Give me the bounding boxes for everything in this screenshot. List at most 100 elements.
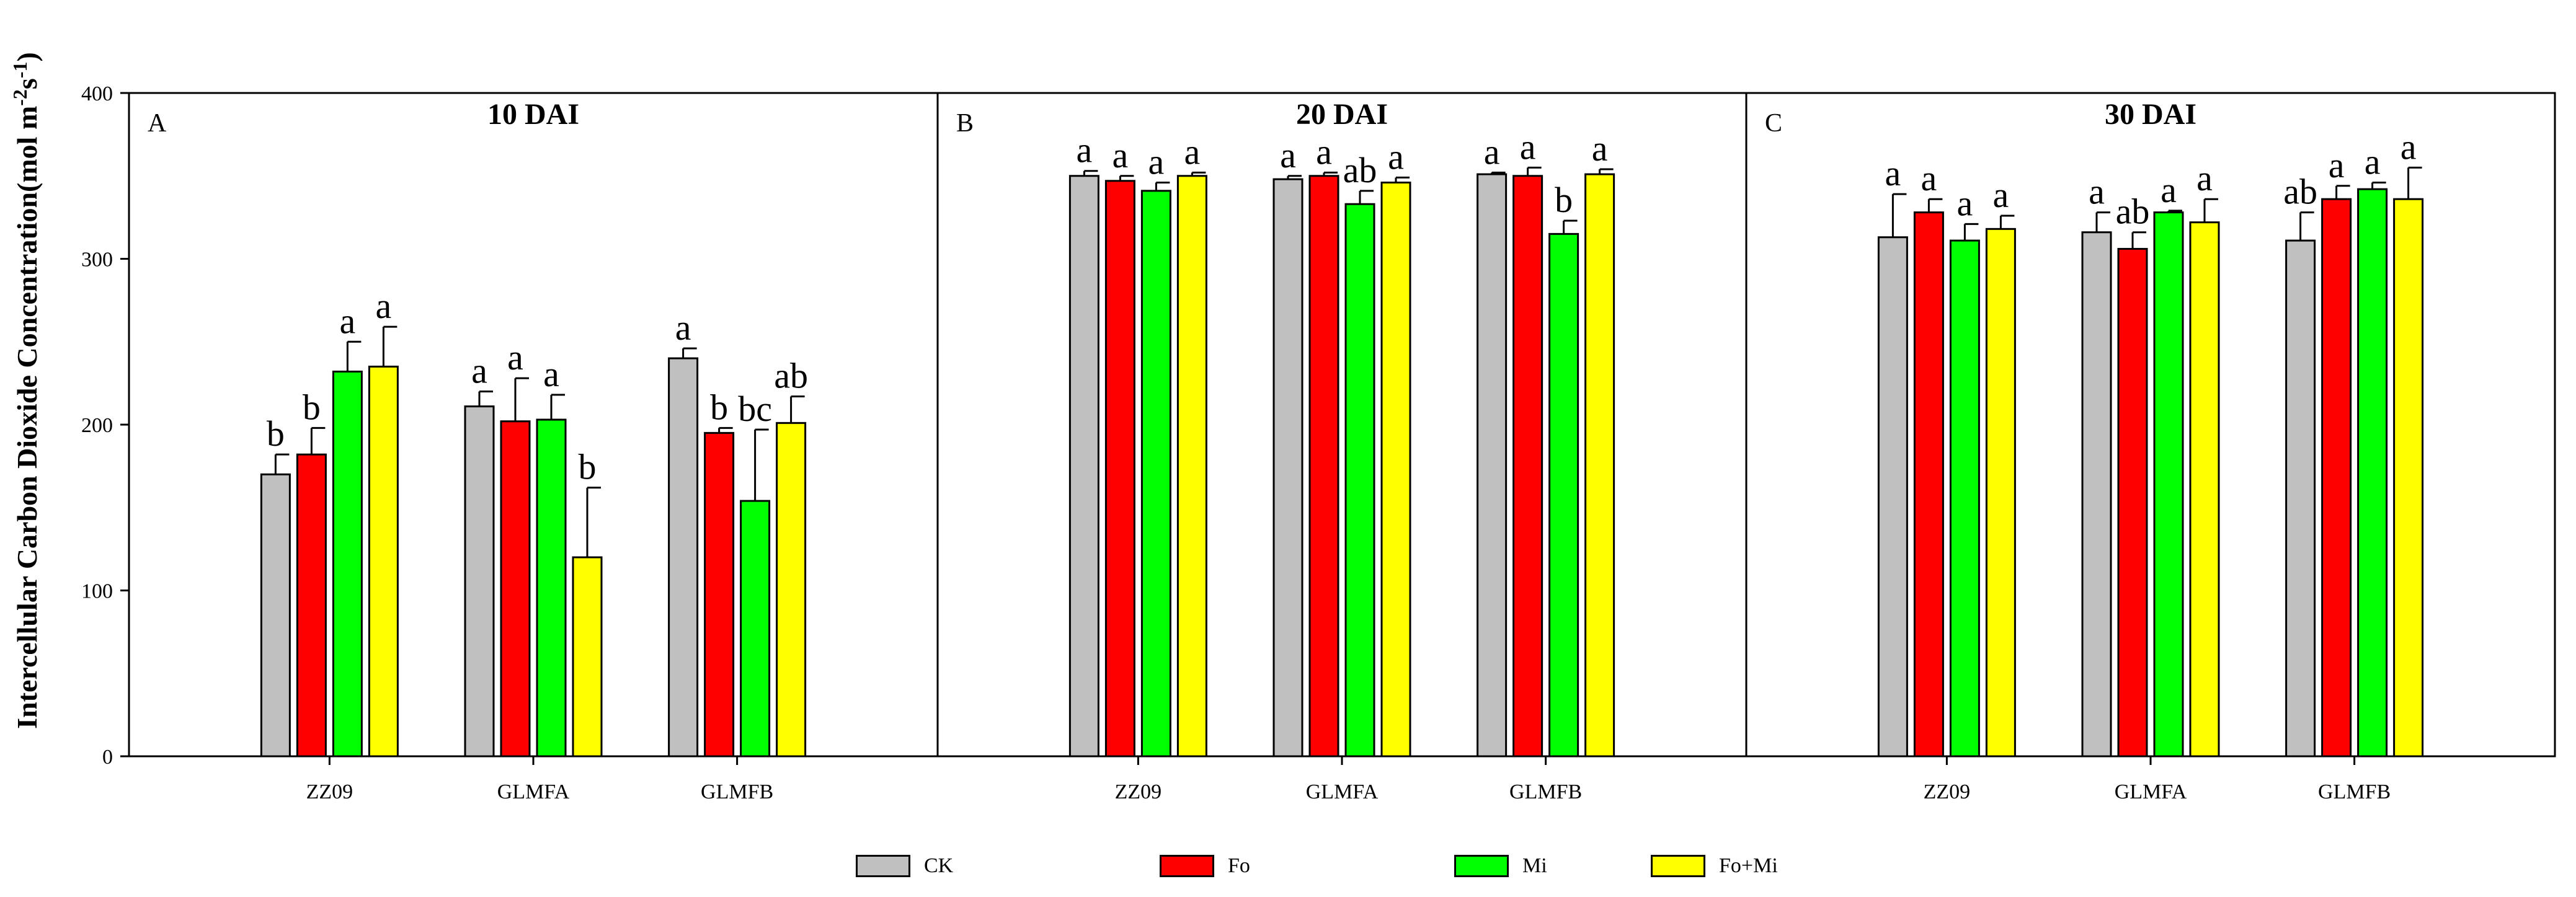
significance-letter: b xyxy=(710,387,728,427)
panel-title: 10 DAI xyxy=(487,98,579,131)
significance-letter: a xyxy=(507,337,523,378)
y-tick-label: 200 xyxy=(81,414,113,437)
significance-letter: a xyxy=(1957,183,1973,223)
significance-letter: b xyxy=(267,413,285,454)
bar xyxy=(2189,221,2220,758)
significance-letter: a xyxy=(1316,131,1332,172)
bar xyxy=(2117,247,2148,758)
significance-letter: a xyxy=(1520,126,1536,167)
bar xyxy=(260,473,291,758)
y-tick-label: 300 xyxy=(81,249,113,272)
legend-item-fo-mi: Fo+Mi xyxy=(1651,851,1778,882)
bar xyxy=(296,453,327,758)
x-tick-label: GLMFA xyxy=(497,780,570,803)
bar xyxy=(572,556,603,758)
bar xyxy=(1877,236,1908,758)
significance-letter: a xyxy=(543,354,559,394)
x-tick-label: GLMFB xyxy=(1509,780,1582,803)
bar xyxy=(1512,175,1543,758)
bar xyxy=(500,420,531,758)
bar xyxy=(1104,180,1135,758)
x-tick-label: ZZ09 xyxy=(1115,780,1162,803)
bar xyxy=(704,431,735,758)
panel-title: 30 DAI xyxy=(2105,98,2196,131)
legend-swatch-fo-mi xyxy=(1651,855,1705,877)
x-tick-label: GLMFB xyxy=(701,780,773,803)
significance-letter: b xyxy=(303,387,321,427)
bar xyxy=(740,500,771,758)
panel-letter: A xyxy=(148,109,167,138)
significance-letter: a xyxy=(2196,158,2213,198)
x-tick-label: ZZ09 xyxy=(1924,780,1971,803)
legend-label-fo-mi: Fo+Mi xyxy=(1719,854,1778,877)
significance-letter: a xyxy=(376,286,392,326)
significance-letter: a xyxy=(2365,141,2381,182)
bar xyxy=(1913,211,1944,758)
bar xyxy=(1176,175,1207,758)
significance-letter: b xyxy=(1555,180,1573,220)
significance-letter: a xyxy=(1113,135,1129,175)
significance-letter: bc xyxy=(738,389,772,429)
bar xyxy=(2393,198,2424,758)
significance-letter: a xyxy=(1484,131,1500,172)
significance-letter: a xyxy=(1885,153,1901,193)
significance-letter: a xyxy=(1280,135,1296,175)
bar xyxy=(1272,178,1304,758)
y-tick-label: 100 xyxy=(81,580,113,603)
y-axis-label: Intercellular Carbon Dioxide Concentrati… xyxy=(8,52,43,729)
bar xyxy=(1584,173,1615,758)
significance-letter: a xyxy=(1388,136,1404,177)
bar xyxy=(1548,232,1579,758)
significance-letter: a xyxy=(675,307,691,348)
legend-label-mi: Mi xyxy=(1522,854,1547,877)
significance-letter: a xyxy=(1184,131,1201,172)
significance-letter: a xyxy=(340,301,356,341)
significance-letter: ab xyxy=(1343,150,1377,190)
x-tick-label: ZZ09 xyxy=(306,780,353,803)
legend-item-fo: Fo xyxy=(1160,851,1250,882)
bar xyxy=(1344,203,1375,758)
x-tick-label: GLMFB xyxy=(2318,780,2391,803)
bar xyxy=(1380,181,1411,758)
bar xyxy=(1308,175,1339,758)
bar xyxy=(776,422,807,758)
bar xyxy=(2153,211,2184,758)
significance-letter: b xyxy=(579,447,597,487)
x-tick-label: GLMFA xyxy=(1306,780,1379,803)
significance-letter: a xyxy=(1993,175,2009,215)
legend-swatch-ck xyxy=(856,855,910,877)
bar xyxy=(668,357,699,758)
legend-label-ck: CK xyxy=(924,854,954,877)
legend: CK Fo Mi Fo+Mi xyxy=(0,851,2576,882)
bar xyxy=(332,370,363,758)
bar xyxy=(1140,190,1171,758)
legend-label-fo: Fo xyxy=(1228,854,1250,877)
bar xyxy=(2357,188,2388,758)
panel-title: 20 DAI xyxy=(1296,98,1388,131)
legend-item-ck: CK xyxy=(856,851,953,882)
legend-swatch-fo xyxy=(1160,855,1214,877)
significance-letter: a xyxy=(2401,126,2417,167)
significance-letter: a xyxy=(471,351,487,391)
y-tick-label: 0 xyxy=(102,746,113,769)
significance-letter: a xyxy=(1077,130,1093,170)
bar xyxy=(1068,175,1099,758)
legend-swatch-mi xyxy=(1454,855,1509,877)
significance-letter: a xyxy=(2161,170,2177,210)
bar xyxy=(2285,239,2316,758)
bar xyxy=(2081,231,2112,758)
legend-item-mi: Mi xyxy=(1454,851,1547,882)
significance-letter: a xyxy=(2089,172,2105,212)
significance-letter: a xyxy=(1148,141,1165,182)
bar xyxy=(1985,228,2016,758)
significance-letter: ab xyxy=(2283,172,2317,212)
significance-letter: ab xyxy=(2116,192,2150,232)
significance-letter: a xyxy=(2329,145,2345,185)
x-tick-label: GLMFA xyxy=(2115,780,2187,803)
bar xyxy=(1949,239,1980,758)
bar xyxy=(464,405,495,758)
significance-letter: a xyxy=(1921,158,1937,198)
panel-letter: B xyxy=(956,109,974,138)
bar xyxy=(2321,198,2352,758)
